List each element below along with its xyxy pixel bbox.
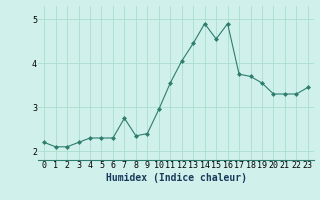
X-axis label: Humidex (Indice chaleur): Humidex (Indice chaleur) (106, 173, 246, 183)
